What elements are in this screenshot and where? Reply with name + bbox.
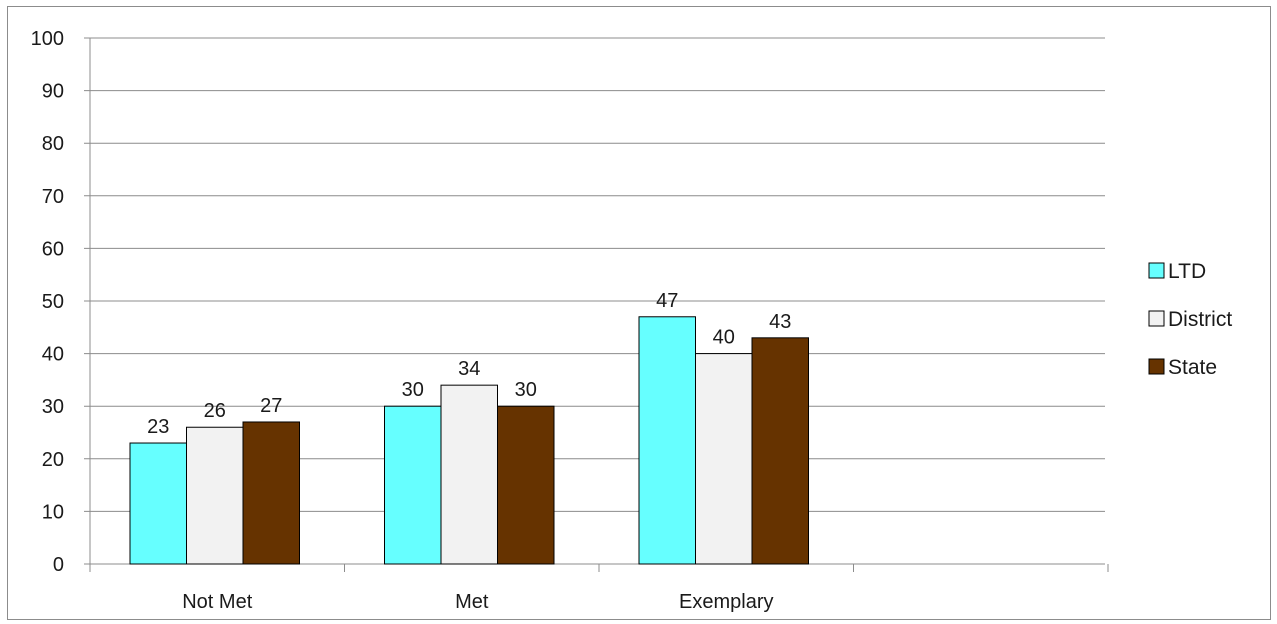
y-tick-label: 0 (53, 554, 64, 576)
y-tick-label: 70 (42, 186, 64, 208)
y-tick-label: 20 (42, 449, 64, 471)
bar-district-2 (695, 353, 753, 565)
x-tick-label: Exemplary (679, 591, 773, 613)
data-label: 23 (147, 416, 169, 438)
data-label: 47 (656, 290, 678, 312)
y-tick-label: 10 (42, 501, 64, 523)
x-tick-label: Met (455, 591, 489, 613)
y-tick-label: 80 (42, 133, 64, 155)
data-label: 30 (515, 379, 537, 401)
bars (129, 316, 809, 565)
legend-swatch-state (1148, 358, 1165, 375)
y-tick-label: 90 (42, 81, 64, 103)
data-label: 40 (713, 327, 735, 349)
bar-ltd-1 (384, 405, 442, 565)
data-label: 27 (260, 395, 282, 417)
legend-swatch-district (1148, 310, 1165, 327)
y-tick-label: 50 (42, 291, 64, 313)
legend-label-district: District (1168, 308, 1232, 331)
bar-state-0 (242, 421, 300, 565)
bar-ltd-2 (638, 316, 696, 565)
data-label: 43 (769, 311, 791, 333)
y-tick-label: 30 (42, 396, 64, 418)
data-labels: 23 30 47 26 34 40 27 30 43 (147, 290, 791, 438)
data-label: 26 (204, 400, 226, 422)
y-tick-label: 40 (42, 344, 64, 366)
y-axis: 0 10 20 30 40 50 60 70 80 90 100 (31, 28, 91, 576)
data-label: 34 (458, 358, 480, 380)
y-tick-label: 60 (42, 238, 64, 260)
bar-state-1 (497, 405, 555, 565)
bar-ltd-0 (129, 442, 187, 565)
bar-state-2 (751, 337, 809, 565)
legend-label-ltd: LTD (1168, 260, 1206, 283)
y-tick-label: 100 (31, 28, 64, 50)
data-label: 30 (402, 379, 424, 401)
legend: LTD District State (1148, 260, 1232, 379)
x-tick-label: Not Met (182, 591, 252, 613)
legend-swatch-ltd (1148, 262, 1165, 279)
x-axis: Not Met Met Exemplary (89, 563, 1109, 613)
bar-district-1 (440, 384, 498, 565)
bar-district-0 (186, 426, 244, 565)
legend-label-state: State (1168, 356, 1217, 379)
